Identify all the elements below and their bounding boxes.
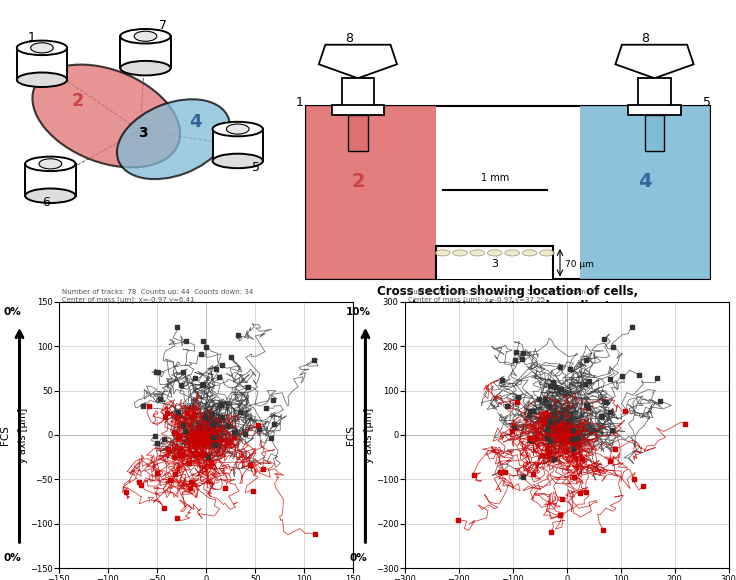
Ellipse shape: [227, 124, 249, 134]
Text: Center of mass [μm]: x=-0.97 y=37.25: Center of mass [μm]: x=-0.97 y=37.25: [408, 297, 545, 303]
Text: 0%: 0%: [4, 307, 21, 317]
Ellipse shape: [487, 250, 502, 256]
Bar: [305, 106, 436, 280]
Text: 4: 4: [190, 113, 202, 131]
Y-axis label: y axis [μm]: y axis [μm]: [364, 407, 375, 463]
Bar: [120, 36, 171, 68]
Text: 5: 5: [252, 161, 260, 174]
Text: 1: 1: [296, 96, 304, 109]
Ellipse shape: [17, 41, 67, 55]
Text: 2: 2: [351, 172, 365, 191]
Ellipse shape: [17, 72, 67, 87]
Bar: [332, 105, 384, 115]
Y-axis label: y axis [μm]: y axis [μm]: [18, 407, 29, 463]
Text: 6: 6: [42, 196, 50, 209]
Text: 8: 8: [345, 32, 353, 45]
Ellipse shape: [134, 31, 157, 41]
Bar: [436, 223, 553, 280]
Bar: [348, 115, 368, 151]
Text: Number of tracks: 78  Counts up: 44  Counts down: 34: Number of tracks: 78 Counts up: 44 Count…: [62, 289, 253, 295]
Text: 1 mm: 1 mm: [481, 173, 509, 183]
Text: Cross section showing location of cells,
chemoattractant, and gradient: Cross section showing location of cells,…: [378, 285, 638, 313]
Text: 1: 1: [28, 31, 36, 44]
Text: 70 μm: 70 μm: [565, 260, 594, 269]
Ellipse shape: [213, 154, 263, 168]
Ellipse shape: [25, 188, 76, 203]
Text: 10%: 10%: [346, 307, 371, 317]
Text: 8: 8: [642, 32, 649, 45]
Bar: [645, 115, 665, 151]
Ellipse shape: [25, 157, 76, 171]
Bar: [305, 106, 710, 280]
Ellipse shape: [539, 250, 554, 256]
Ellipse shape: [470, 250, 485, 256]
Text: 2: 2: [72, 92, 85, 111]
Ellipse shape: [505, 250, 520, 256]
Polygon shape: [615, 45, 693, 78]
Ellipse shape: [39, 159, 62, 169]
Ellipse shape: [120, 29, 171, 44]
Ellipse shape: [453, 250, 467, 256]
Text: 7: 7: [160, 19, 167, 32]
Bar: [579, 106, 710, 280]
Text: FCS: FCS: [0, 425, 10, 445]
Bar: [17, 48, 67, 80]
Text: Number of tracks: 80  Counts up: 51  Counts down: 29: Number of tracks: 80 Counts up: 51 Count…: [408, 289, 599, 295]
Ellipse shape: [31, 43, 53, 53]
Ellipse shape: [523, 250, 537, 256]
Text: 3: 3: [138, 126, 147, 140]
Text: 5: 5: [704, 96, 712, 109]
Bar: [436, 238, 553, 280]
Text: FCS: FCS: [346, 425, 356, 445]
Text: 0%: 0%: [350, 553, 367, 563]
Bar: [638, 78, 670, 106]
Text: 3: 3: [492, 259, 498, 269]
Bar: [629, 105, 681, 115]
Bar: [342, 78, 374, 106]
Ellipse shape: [32, 64, 180, 168]
Ellipse shape: [117, 99, 230, 179]
Ellipse shape: [120, 61, 171, 75]
Polygon shape: [319, 45, 397, 78]
Text: Center of mass [μm]: x=-0.97 y=6.41: Center of mass [μm]: x=-0.97 y=6.41: [62, 297, 194, 303]
Ellipse shape: [213, 122, 263, 136]
Bar: [25, 164, 76, 196]
Text: 0%: 0%: [4, 553, 21, 563]
Ellipse shape: [435, 250, 450, 256]
Text: 4: 4: [638, 172, 651, 191]
Bar: [213, 129, 263, 161]
